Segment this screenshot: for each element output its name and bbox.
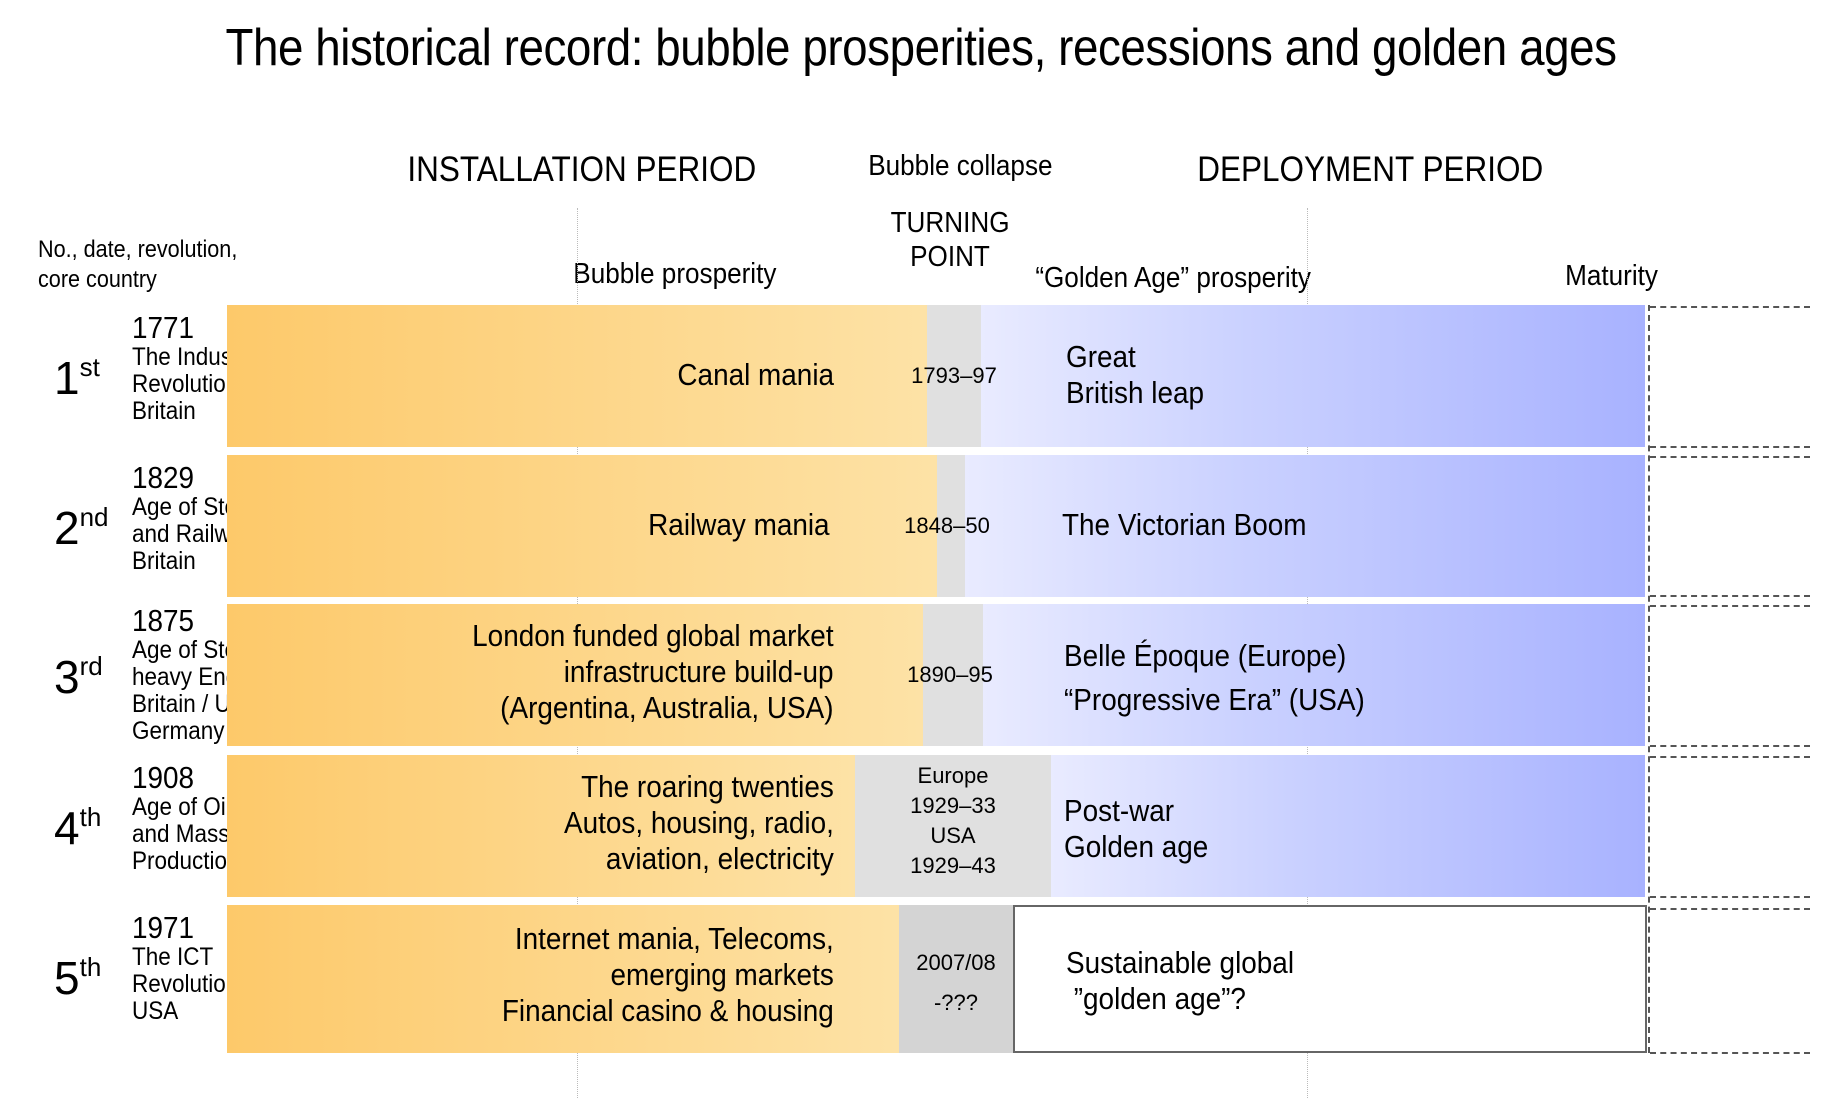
- turning-point-dates: 2007/08 -???: [916, 950, 996, 1015]
- revolution-row-5: 5th 1971 The ICT Revolution USA Internet…: [0, 905, 1842, 1053]
- revolution-row-2: 2nd 1829 Age of Steam and Railways Brita…: [0, 455, 1842, 597]
- deployment-label: Post-war Golden age: [1064, 793, 1209, 864]
- turning-point-bar: [855, 755, 1051, 897]
- turning-point-bar: [937, 455, 965, 597]
- installation-label: Canal mania: [677, 357, 834, 392]
- revolution-info: 1908 Age of Oil, Autos and Mass Producti…: [132, 760, 305, 875]
- installation-bar: [227, 905, 899, 1053]
- deployment-bar: [1051, 755, 1645, 897]
- deployment-label: The Victorian Boom: [1062, 507, 1307, 542]
- dashed-line: [1650, 1052, 1810, 1054]
- installation-label: The roaring twenties Autos, housing, rad…: [564, 769, 834, 876]
- deployment-bar: [1013, 905, 1647, 1053]
- deployment-bar: [965, 455, 1645, 597]
- installation-bar: [227, 455, 937, 597]
- turning-point-label-2: POINT: [910, 241, 990, 273]
- installation-bar: [227, 755, 855, 897]
- turning-point-dates: Europe 1929–33 USA 1929–43: [910, 763, 996, 878]
- installation-bar: [227, 604, 923, 746]
- bubble-collapse-header: Bubble collapse: [868, 150, 1053, 182]
- revolution-row-3: 3rd 1875 Age of Steel and heavy Engineer…: [0, 604, 1842, 746]
- maturity-boundary: [1648, 305, 1650, 1053]
- dashed-line: [1650, 456, 1810, 458]
- dashed-line: [1650, 595, 1810, 597]
- row-ordinal: 1st: [54, 352, 100, 404]
- dashed-line: [1650, 605, 1810, 607]
- golden-age-prosperity-label: “Golden Age” prosperity: [1035, 262, 1311, 294]
- turning-point-dates: 1890–95: [907, 662, 993, 687]
- deployment-label: Belle Époque (Europe) “Progressive Era” …: [1064, 638, 1365, 717]
- installation-label: Railway mania: [648, 507, 830, 542]
- deployment-label: Great British leap: [1066, 339, 1205, 410]
- row-ordinal: 5th: [54, 952, 102, 1004]
- revolution-info: 1971 The ICT Revolution USA: [132, 910, 239, 1025]
- turning-point-dates: 1793–97: [911, 363, 997, 388]
- installation-label: Internet mania, Telecoms, emerging marke…: [502, 921, 834, 1028]
- dashed-line: [1650, 306, 1810, 308]
- installation-label: London funded global market infrastructu…: [472, 618, 834, 725]
- row-ordinal: 3rd: [54, 651, 103, 703]
- left-column-header-1: No., date, revolution,: [38, 236, 238, 263]
- left-column-header-2: core country: [38, 266, 157, 293]
- bubble-prosperity-label: Bubble prosperity: [573, 258, 777, 290]
- row-ordinal: 2nd: [54, 502, 109, 554]
- deployment-bar: [983, 604, 1645, 746]
- maturity-label: Maturity: [1565, 260, 1658, 292]
- turning-point-label-1: TURNING: [890, 207, 1010, 239]
- turning-point-bar: [927, 305, 981, 447]
- deployment-bar: [981, 305, 1645, 447]
- dashed-line: [1650, 756, 1810, 758]
- page-title: The historical record: bubble prosperiti…: [225, 19, 1617, 77]
- revolution-row-4: 4th 1908 Age of Oil, Autos and Mass Prod…: [0, 755, 1842, 897]
- dashed-line: [1650, 745, 1810, 747]
- row-ordinal: 4th: [54, 802, 102, 854]
- installation-period-header: INSTALLATION PERIOD: [407, 150, 757, 189]
- dashed-line: [1650, 896, 1810, 898]
- revolution-row-1: 1st 1771 The Industrial Revolution Brita…: [0, 305, 1842, 447]
- dashed-line: [1650, 446, 1810, 448]
- turning-point-bar: [923, 604, 983, 746]
- turning-point-bar: [899, 905, 1013, 1053]
- turning-point-dates: 1848–50: [904, 513, 990, 538]
- installation-bar: [227, 305, 927, 447]
- dashed-line: [1650, 908, 1810, 910]
- deployment-label: Sustainable global ”golden age”?: [1066, 945, 1295, 1016]
- deployment-period-header: DEPLOYMENT PERIOD: [1197, 150, 1544, 189]
